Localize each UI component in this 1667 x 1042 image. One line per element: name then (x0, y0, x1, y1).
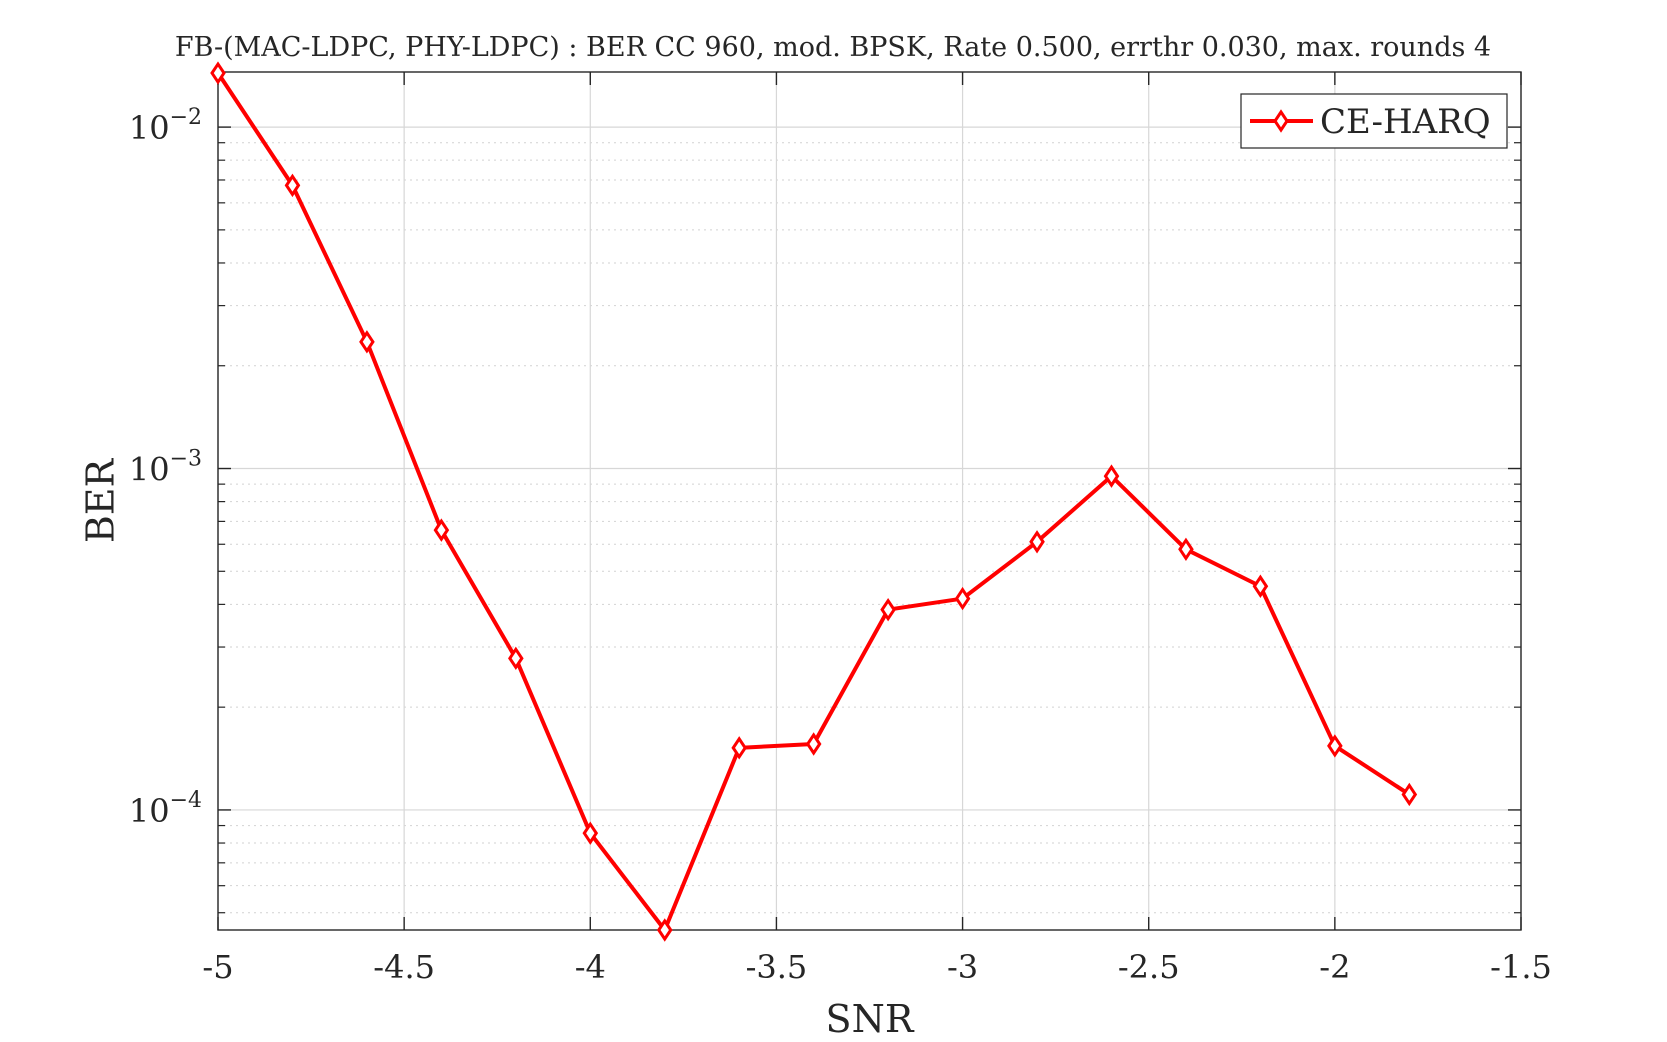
data-point-marker (433, 518, 450, 542)
data-point-marker (210, 61, 226, 85)
y-tick-label: 10−2 (129, 105, 202, 147)
data-point-marker (359, 330, 375, 354)
y-axis-label: BER (79, 457, 123, 543)
data-point-marker (731, 736, 748, 760)
data-point-marker (1327, 734, 1343, 758)
data-point-marker (1252, 574, 1269, 598)
data-point-marker (1029, 530, 1045, 554)
series-layer (210, 61, 1418, 942)
plot-area-frame (217, 71, 1522, 931)
x-tick-label: -3.5 (746, 948, 808, 986)
data-point-marker (582, 821, 599, 845)
x-tick-label: -4 (575, 948, 606, 986)
x-tick-label: -3 (947, 948, 978, 986)
x-tick-label: -1.5 (1490, 948, 1552, 986)
data-point-marker (805, 732, 822, 756)
data-point-marker (1178, 537, 1194, 561)
legend-label-ce-harq: CE-HARQ (1320, 102, 1491, 142)
data-point-marker (954, 586, 971, 611)
data-point-marker (508, 646, 524, 671)
y-tick-label: 10−3 (129, 447, 202, 489)
data-point-marker (880, 597, 896, 622)
data-point-marker (656, 918, 673, 942)
x-tick-label: -2 (1319, 948, 1350, 986)
axis-ticks: 10−2 10−3 10−4 -5 -4.5 -4 -3.5 -3 -2.5 -2 -1.5 (129, 72, 1552, 986)
data-point-marker (1401, 782, 1418, 807)
legend-marker-diamond (1273, 109, 1289, 133)
x-tick-label: -5 (202, 948, 233, 986)
chart-title: FB-(MAC-LDPC, PHY-LDPC) : BER CC 960, mo… (175, 32, 1491, 63)
x-tick-label: -2.5 (1118, 948, 1180, 986)
x-axis-label: SNR (826, 997, 915, 1041)
data-point-marker (284, 173, 301, 198)
y-tick-label: 10−4 (129, 788, 202, 830)
x-tick-label: -4.5 (373, 948, 435, 986)
data-point-marker (1103, 464, 1120, 488)
legend: CE-HARQ (1240, 93, 1508, 149)
